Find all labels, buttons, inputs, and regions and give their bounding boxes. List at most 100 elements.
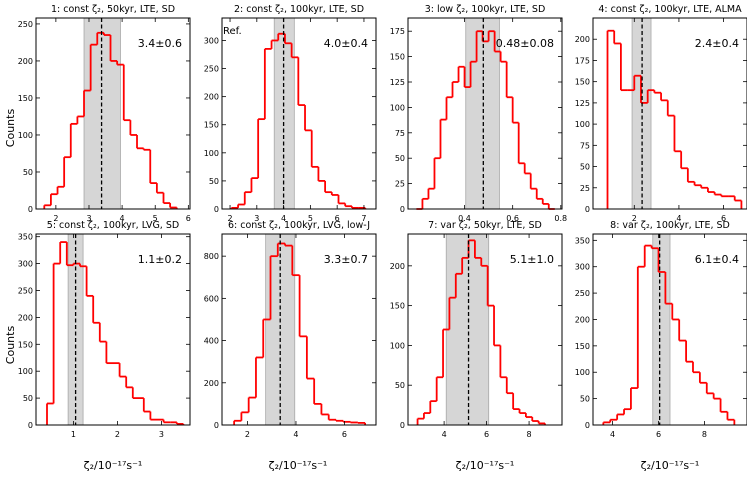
chart-title: 8: var ζ₂, 100kyr, LTE, SD: [610, 220, 730, 231]
y-tick-label: 175: [575, 56, 590, 65]
uncertainty-band: [652, 233, 671, 426]
y-tick-label: 25: [395, 180, 405, 189]
chart-title: 5: const ζ₂, 100kyr, LVG, SD: [47, 220, 179, 231]
y-tick-label: 150: [390, 302, 405, 311]
y-tick-label: 75: [395, 129, 405, 138]
x-tick-label: 0.8: [554, 214, 567, 223]
y-tick-label: 150: [204, 121, 219, 130]
x-tick-label: 5: [153, 214, 158, 223]
reference-label: Ref.: [223, 26, 242, 37]
y-tick-label: 350: [18, 233, 33, 242]
x-tick-label: 4: [676, 214, 681, 223]
y-tick-label: 50: [580, 395, 590, 404]
y-tick-label: 0: [214, 421, 219, 430]
y-tick-label: 0: [28, 205, 33, 214]
axes-frame: [407, 17, 563, 210]
x-tick-label: 8: [527, 430, 532, 439]
y-tick-label: 200: [18, 313, 33, 322]
x-tick-label: 6: [186, 214, 191, 223]
x-tick-label: 6: [342, 430, 347, 439]
x-tick-label: 3: [86, 214, 91, 223]
x-axis-label-2: ζ₂/10⁻¹⁷s⁻¹: [269, 459, 328, 472]
axes-frame: [407, 233, 563, 426]
x-tick-label: 4: [120, 214, 125, 223]
x-tick-label: 2: [632, 214, 637, 223]
x-axis-label-1: ζ₂/10⁻¹⁷s⁻¹: [84, 459, 143, 472]
axes-frame: [35, 233, 191, 426]
x-tick-label: 4: [610, 430, 615, 439]
y-tick-label: 50: [395, 154, 405, 163]
y-tick-label: 150: [18, 340, 33, 349]
y-axis-label-bottom: Counts: [4, 326, 17, 365]
x-tick-label: 1: [71, 430, 76, 439]
x-tick-label: 6: [656, 430, 661, 439]
x-axis-label-3: ζ₂/10⁻¹⁷s⁻¹: [456, 459, 515, 472]
chart-panel-4: 2 4 6 0 25 50 75 100 125 150 175 200 4: const ζ₂, 10…: [575, 4, 747, 223]
value-annotation: 2.4±0.4: [695, 37, 739, 50]
y-tick-label: 250: [18, 286, 33, 295]
y-tick-label: 100: [18, 367, 33, 376]
y-tick-label: 0: [28, 421, 33, 430]
y-tick-label: 200: [575, 35, 590, 44]
y-tick-label: 0: [585, 421, 590, 430]
y-tick-label: 250: [204, 65, 219, 74]
y-tick-label: 50: [395, 381, 405, 390]
axes-frame: [592, 233, 747, 426]
value-annotation: 6.1±0.4: [695, 253, 739, 266]
y-tick-label: 400: [204, 337, 219, 346]
chart-panel-6: 2 4 6 0 200 400 600 800 6: const ζ₂, 100kyr, LVG…: [204, 220, 377, 439]
chart-panel-3: 0.4 0.6 0.8 0 25 50 75 100 125 150 175 3: low ζ₂, 1…: [390, 4, 567, 223]
x-axis-label-4: ζ₂/10⁻¹⁷s⁻¹: [641, 459, 700, 472]
chart-panel-2: 2 3 4 5 6 7 0 50 100 150 200 250 300 2: const ζ₂, 100…: [204, 4, 377, 223]
y-tick-label: 125: [575, 99, 590, 108]
y-tick-label: 150: [390, 53, 405, 62]
y-tick-label: 200: [18, 57, 33, 66]
value-annotation: 4.0±0.4: [324, 37, 368, 50]
x-tick-label: 8: [702, 430, 707, 439]
y-axis-label-top: Counts: [4, 109, 17, 148]
y-tick-label: 250: [18, 20, 33, 29]
value-annotation: 0.48±0.08: [496, 37, 554, 50]
chart-panel-7: 4 6 8 0 50 100 150 200 7: var ζ₂, 50kyr, LTE, SD…: [390, 220, 563, 439]
y-tick-label: 200: [204, 93, 219, 102]
chart-title: 2: const ζ₂, 100kyr, LTE, SD: [234, 4, 364, 15]
x-tick-label: 0.4: [458, 214, 471, 223]
x-tick-label: 4: [293, 430, 298, 439]
y-tick-label: 200: [575, 315, 590, 324]
y-tick-label: 100: [18, 131, 33, 140]
y-tick-label: 300: [18, 260, 33, 269]
y-tick-label: 200: [204, 379, 219, 388]
y-tick-label: 150: [575, 342, 590, 351]
x-tick-label: 2: [245, 430, 250, 439]
y-tick-label: 200: [390, 262, 405, 271]
chart-title: 7: var ζ₂, 50kyr, LTE, SD: [428, 220, 542, 231]
chart-title: 6: const ζ₂, 100kyr, LVG, low-J: [228, 220, 370, 231]
chart-panel-5: 1 2 3 0 50 100 150 200 250 300 350 5: const ζ₂, 100…: [18, 220, 191, 439]
chart-panel-8: 4 6 8 0 50 100 150 200 250 300 350 8: var ζ₂, 100ky…: [575, 220, 747, 439]
x-tick-label: 2: [115, 430, 120, 439]
x-tick-label: 7: [361, 214, 366, 223]
uncertainty-band: [445, 233, 490, 426]
y-tick-label: 300: [575, 263, 590, 272]
y-tick-label: 50: [209, 177, 219, 186]
x-tick-label: 6: [484, 430, 489, 439]
y-tick-label: 0: [400, 205, 405, 214]
x-tick-label: 2: [53, 214, 58, 223]
y-tick-label: 100: [575, 368, 590, 377]
y-tick-label: 50: [23, 394, 33, 403]
x-tick-label: 6: [335, 214, 340, 223]
y-tick-label: 100: [390, 341, 405, 350]
chart-title: 1: const ζ₂, 50kyr, LTE, SD: [51, 4, 175, 15]
value-annotation: 5.1±1.0: [510, 253, 554, 266]
uncertainty-band: [83, 17, 121, 210]
y-tick-label: 100: [575, 120, 590, 129]
chart-panel-1: 2 3 4 5 6 0 50 100 150 200 250 1: const ζ₂, 50kyr, …: [18, 4, 191, 223]
value-annotation: 1.1±0.2: [138, 253, 182, 266]
chart-title: 3: low ζ₂, 100kyr, LTE, SD: [425, 4, 546, 15]
axes-frame: [221, 17, 377, 210]
y-tick-label: 175: [390, 27, 405, 36]
y-tick-label: 250: [575, 289, 590, 298]
x-tick-label: 4: [281, 214, 286, 223]
x-tick-label: 3: [254, 214, 259, 223]
